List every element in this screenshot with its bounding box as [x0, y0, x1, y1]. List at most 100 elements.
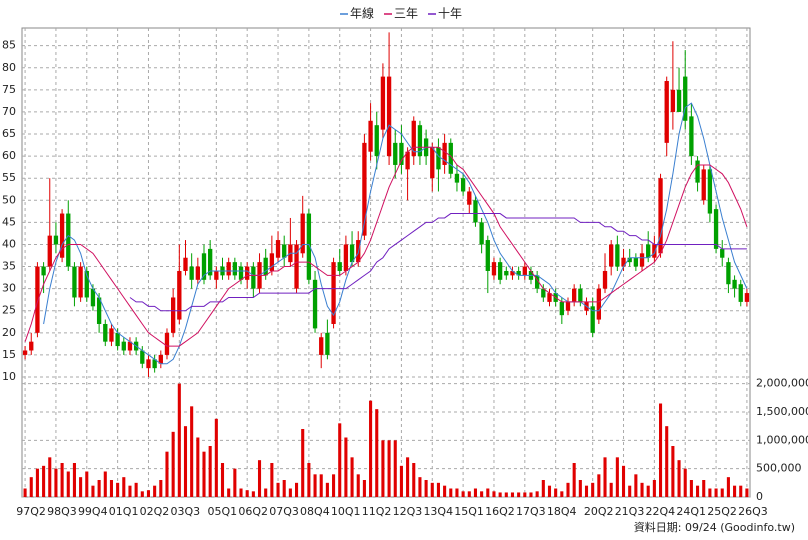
volume-bar: [745, 488, 749, 497]
candle-body: [405, 151, 410, 170]
volume-bar: [109, 480, 113, 497]
volume-bar: [319, 474, 323, 497]
volume-bar: [171, 431, 175, 497]
source-note: 資料日期: 09/24 (Goodinfo.tw): [634, 520, 795, 534]
candle-body: [251, 266, 256, 289]
x-tick-label: 06Q2: [238, 505, 268, 518]
volume-bar: [659, 403, 663, 497]
y2-tick-label: 0: [756, 490, 763, 503]
x-tick-label: 12Q3: [393, 505, 423, 518]
volume-bar: [529, 492, 533, 497]
candle-body: [411, 120, 416, 157]
candle-body: [744, 293, 750, 302]
candle-body: [29, 341, 34, 351]
candle-body: [627, 257, 632, 263]
volume-bar: [122, 477, 126, 497]
candle-body: [565, 301, 571, 311]
y-tick-label: 50: [2, 193, 16, 206]
volume-bar: [153, 485, 157, 497]
volume-bar: [251, 491, 255, 497]
volume-bar: [560, 491, 564, 497]
volume-bar: [97, 480, 101, 497]
x-tick-label: 24Q1: [676, 505, 706, 518]
ma-line: [24, 146, 748, 347]
candle-body: [103, 323, 108, 342]
y-tick-label: 40: [2, 237, 16, 250]
volume-bar: [381, 440, 385, 497]
volume-bar: [79, 477, 83, 497]
candle-body: [602, 270, 608, 289]
volume-bar: [523, 492, 527, 497]
candle-body: [325, 332, 330, 355]
volume-bar: [412, 463, 416, 497]
x-tick-label: 11Q2: [362, 505, 392, 518]
candle-body: [448, 142, 453, 174]
candle-body: [578, 288, 583, 302]
candle-body: [306, 213, 312, 280]
volume-bar: [430, 482, 434, 497]
candle-body: [362, 142, 367, 236]
candle-body: [66, 213, 71, 267]
volume-bar: [591, 482, 595, 497]
volume-bar: [208, 446, 212, 497]
volume-bar: [535, 491, 539, 497]
candle-body: [676, 89, 682, 112]
candle-body: [164, 332, 170, 355]
candle-body: [497, 262, 503, 280]
x-tick-label: 01Q1: [109, 505, 139, 518]
x-tick-label: 25Q2: [707, 505, 737, 518]
candle-body: [109, 328, 114, 342]
volume-bar: [615, 457, 619, 497]
volume-bar: [116, 482, 120, 497]
candle-body: [232, 262, 238, 276]
candle-body: [652, 244, 657, 258]
candle-body: [96, 297, 102, 324]
volume-bar: [492, 491, 496, 497]
volume-bar: [486, 488, 490, 497]
volume-bar: [29, 477, 33, 497]
y-tick-label: 25: [2, 304, 16, 317]
candle-body: [720, 248, 725, 258]
candle-body: [214, 270, 219, 280]
candle-body: [547, 293, 552, 302]
candle-body: [522, 266, 527, 276]
x-tick-label: 18Q4: [547, 505, 577, 518]
volume-bar: [60, 463, 64, 497]
volume-bar: [689, 480, 693, 497]
volume-bar: [48, 457, 52, 497]
volume-bar: [375, 409, 379, 497]
x-tick-label: 21Q3: [615, 505, 645, 518]
candle-body: [559, 301, 564, 316]
candle-body: [467, 191, 472, 205]
candle-body: [90, 288, 96, 307]
candle-body: [59, 213, 65, 258]
volume-bar: [288, 488, 292, 497]
candle-body: [658, 178, 663, 254]
candle-body: [84, 270, 89, 298]
volume-bar: [665, 426, 669, 497]
volume-bar: [276, 482, 280, 497]
candle-body: [479, 222, 484, 245]
candle-body: [35, 266, 40, 333]
volume-bar: [66, 471, 70, 497]
volume-bar: [646, 485, 650, 497]
volume-bar: [720, 488, 724, 497]
volume-bar: [393, 440, 397, 497]
candle-body: [349, 244, 355, 263]
candle-body: [386, 76, 392, 157]
y-tick-label: 70: [2, 105, 16, 118]
volume-bar: [443, 485, 447, 497]
candle-body: [510, 270, 515, 276]
candle-body: [454, 173, 460, 183]
candle-body: [140, 350, 145, 364]
candle-body: [72, 266, 77, 298]
volume-bar: [597, 474, 601, 497]
legend-label: 年線: [350, 6, 374, 21]
candle-body: [374, 125, 379, 157]
volume-bar: [418, 477, 422, 497]
x-tick-label: 16Q2: [485, 505, 515, 518]
volume-bar: [325, 482, 329, 497]
candle-body: [47, 235, 52, 267]
volume-bar: [165, 451, 169, 497]
candle-body: [701, 169, 706, 201]
